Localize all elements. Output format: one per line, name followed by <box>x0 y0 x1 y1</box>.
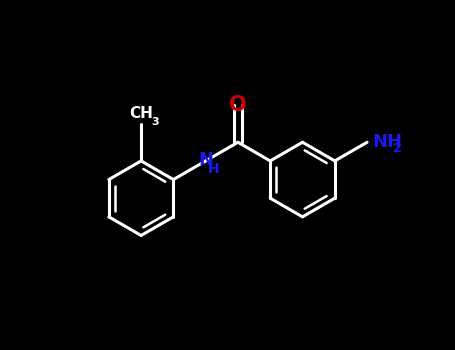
Text: 3: 3 <box>151 117 159 127</box>
Text: H: H <box>208 162 220 176</box>
Text: 2: 2 <box>393 142 402 155</box>
Text: NH: NH <box>373 133 403 151</box>
Text: N: N <box>198 150 213 169</box>
Text: CH: CH <box>129 106 153 121</box>
Text: O: O <box>229 95 247 115</box>
